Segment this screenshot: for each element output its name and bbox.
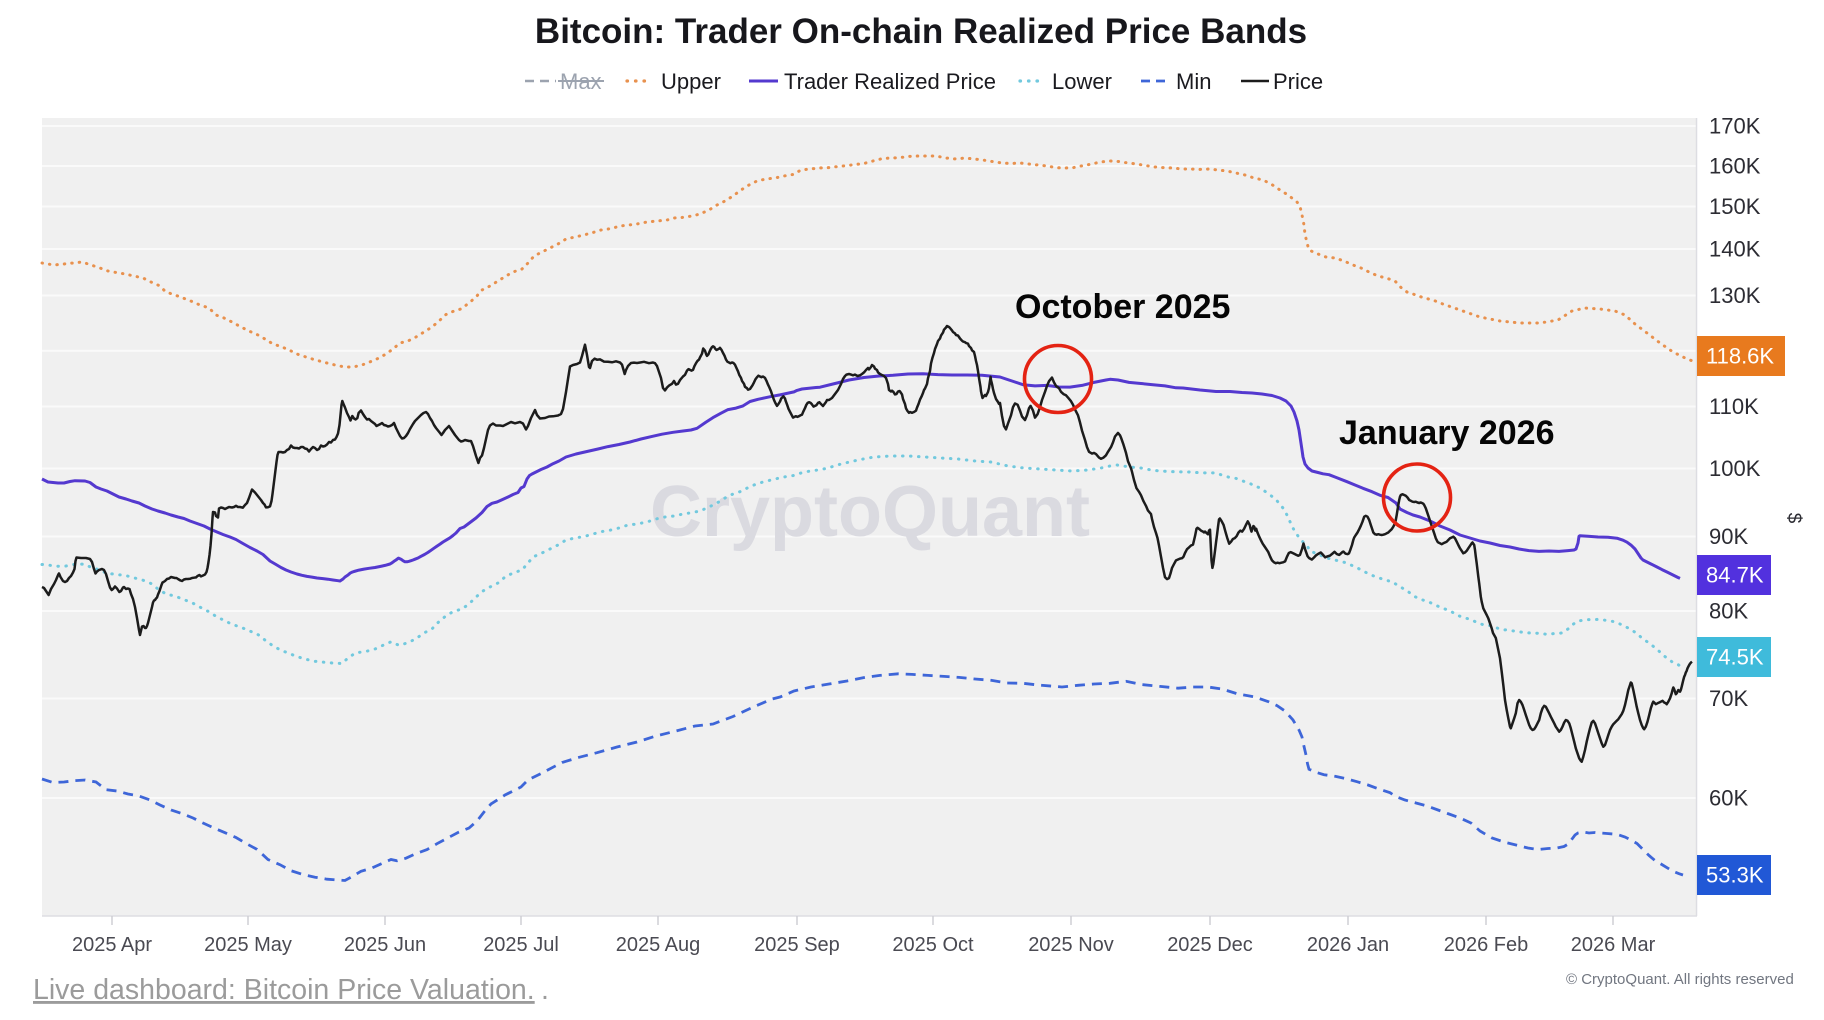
- svg-text:160K: 160K: [1709, 154, 1761, 179]
- svg-text:CryptoQuant: CryptoQuant: [650, 472, 1090, 552]
- svg-text:Live dashboard: Bitcoin Price: Live dashboard: Bitcoin Price Valuation.: [33, 974, 535, 1006]
- svg-text:2025 Apr: 2025 Apr: [72, 934, 152, 956]
- svg-text:74.5K: 74.5K: [1706, 645, 1764, 670]
- svg-text:2026 Jan: 2026 Jan: [1307, 934, 1389, 956]
- svg-text:2025 Jun: 2025 Jun: [344, 934, 426, 956]
- svg-text:170K: 170K: [1709, 114, 1761, 139]
- svg-text:70K: 70K: [1709, 686, 1748, 711]
- svg-text:2025 Sep: 2025 Sep: [754, 934, 840, 956]
- svg-text:2025 Jul: 2025 Jul: [483, 934, 559, 956]
- svg-text:80K: 80K: [1709, 599, 1748, 624]
- svg-text:60K: 60K: [1709, 786, 1748, 811]
- svg-text:140K: 140K: [1709, 237, 1761, 262]
- svg-text:Price: Price: [1273, 69, 1323, 94]
- svg-text:© CryptoQuant. All rights rese: © CryptoQuant. All rights reserved: [1566, 971, 1794, 988]
- svg-text:118.6K: 118.6K: [1706, 344, 1774, 369]
- svg-text:150K: 150K: [1709, 194, 1761, 219]
- svg-text:110K: 110K: [1709, 394, 1759, 419]
- svg-text:January 2026: January 2026: [1339, 414, 1555, 452]
- svg-text:2025 Oct: 2025 Oct: [892, 934, 974, 956]
- svg-text:130K: 130K: [1709, 283, 1761, 308]
- svg-text:2025 Dec: 2025 Dec: [1167, 934, 1253, 956]
- svg-text:October 2025: October 2025: [1015, 288, 1230, 326]
- svg-text:100K: 100K: [1709, 456, 1761, 481]
- svg-text:Lower: Lower: [1052, 69, 1112, 94]
- svg-text:53.3K: 53.3K: [1706, 863, 1764, 888]
- svg-text:Trader Realized Price: Trader Realized Price: [784, 69, 996, 94]
- svg-text:90K: 90K: [1709, 524, 1748, 549]
- svg-text:$: $: [1783, 513, 1804, 524]
- svg-text:Min: Min: [1176, 69, 1211, 94]
- svg-text:2025 May: 2025 May: [204, 934, 292, 956]
- svg-text:2025 Nov: 2025 Nov: [1028, 934, 1114, 956]
- svg-text:2026 Feb: 2026 Feb: [1444, 934, 1529, 956]
- svg-text:.: .: [541, 974, 549, 1006]
- svg-text:Upper: Upper: [661, 69, 721, 94]
- svg-text:2026 Mar: 2026 Mar: [1571, 934, 1656, 956]
- svg-text:84.7K: 84.7K: [1706, 563, 1764, 588]
- svg-text:Bitcoin: Trader On-chain Reali: Bitcoin: Trader On-chain Realized Price …: [535, 12, 1307, 51]
- svg-text:2025 Aug: 2025 Aug: [616, 934, 701, 956]
